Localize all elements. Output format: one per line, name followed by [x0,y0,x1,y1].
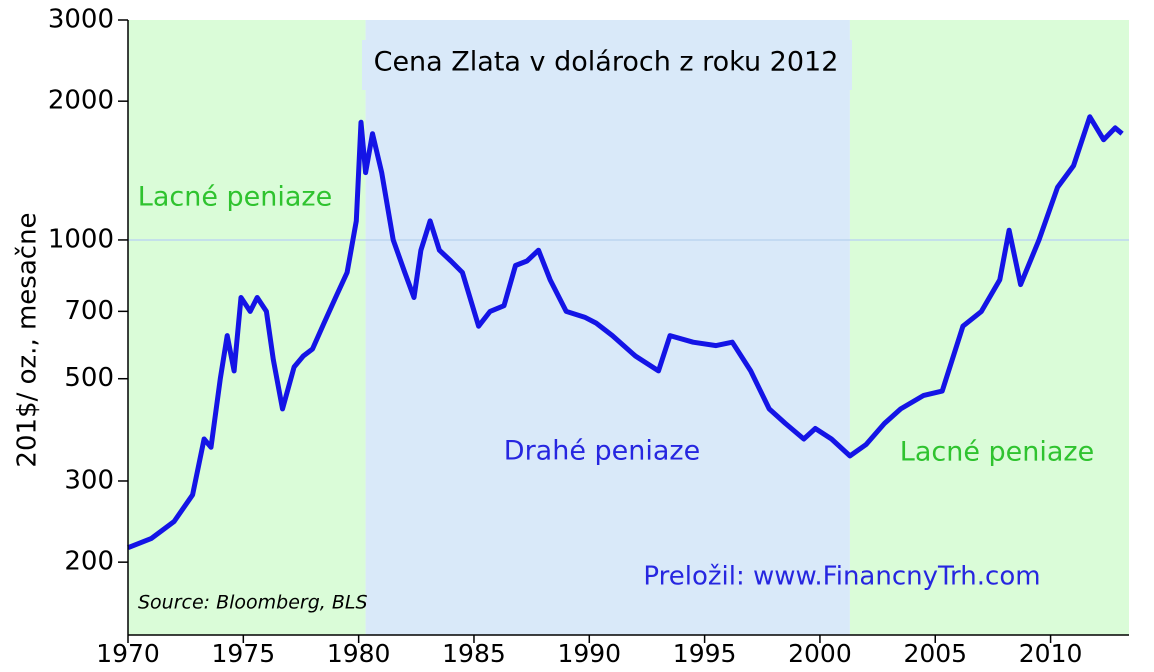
y-tick-label: 500 [64,363,114,393]
region-label: Drahé peniaze [504,436,700,467]
y-tick-label: 200 [64,547,114,577]
y-tick-label: 2000 [48,86,114,116]
x-tick-label: 1995 [673,639,737,668]
x-tick-label: 1970 [96,639,160,668]
x-tick-label: 1985 [442,639,506,668]
region-label: Lacné peniaze [900,437,1094,468]
region [849,20,1129,635]
x-tick-label: 2010 [1019,639,1083,668]
price-line [127,114,1124,551]
region [365,20,850,635]
title-box [362,40,852,90]
y-tick-label: 3000 [48,5,114,35]
backgrounds [128,20,1129,635]
chart-title: Cena Zlata v dolároch z roku 2012 [374,47,839,78]
x-tick-label: 1980 [327,639,391,668]
credit: Preložil: www.FinancnyTrh.com [643,562,1040,592]
x-tick-label: 1990 [557,639,621,668]
y-axis-label: 201$/ oz., mesačne [13,212,43,467]
source: Source: Bloomberg, BLS [138,592,368,614]
x-tick-label: 2000 [788,639,852,668]
y-tick-label: 300 [64,465,114,495]
y-tick-label: 700 [64,296,114,326]
region [128,20,366,635]
region-label: Lacné peniaze [138,182,332,213]
y-tick-label: 1000 [48,224,114,254]
x-tick-label: 1975 [212,639,276,668]
x-tick-label: 2005 [903,639,967,668]
